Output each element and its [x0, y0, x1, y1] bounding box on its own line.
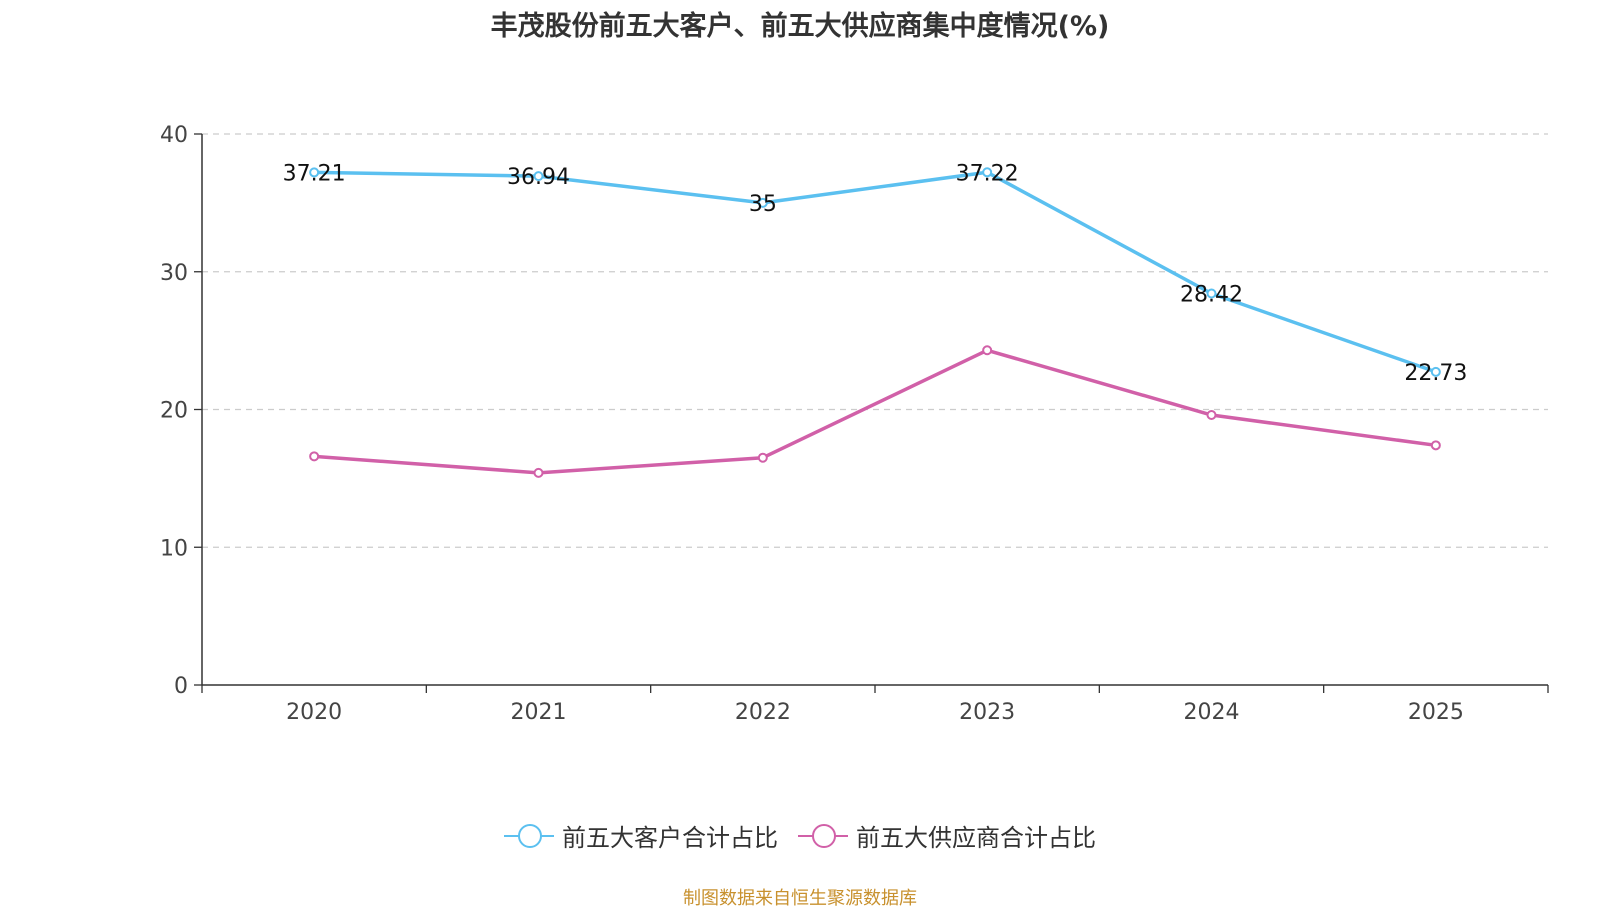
legend-label-suppliers: 前五大供应商合计占比 [856, 824, 1096, 852]
legend-label-customers: 前五大客户合计占比 [562, 824, 778, 852]
supplier-point [1206, 410, 1217, 421]
source-note: 制图数据来自恒生聚源数据库 [683, 888, 917, 909]
y-tick-label: 0 [174, 674, 188, 699]
supplier-point [982, 345, 993, 356]
legend-marker-suppliers [798, 823, 848, 849]
data-label: 36.94 [507, 165, 570, 190]
data-label: 37.21 [283, 161, 346, 186]
grid-lines [202, 133, 1548, 548]
customer-point [757, 197, 768, 208]
x-tick-label: 2025 [1408, 700, 1464, 725]
data-label: 37.22 [956, 161, 1019, 186]
series-group [309, 167, 1441, 478]
customer-point [1430, 366, 1441, 377]
y-tick-label: 30 [160, 261, 188, 286]
customer-point [309, 167, 320, 178]
y-tick-label: 40 [160, 123, 188, 148]
data-labels: 37.21 36.94 35 37.22 28.42 22.73 [283, 161, 1468, 386]
legend-marker-customers [504, 823, 554, 849]
x-tick-label: 2021 [511, 700, 567, 725]
customer-point [533, 171, 544, 182]
y-tick-label: 20 [160, 399, 188, 424]
x-tick-label: 2023 [959, 700, 1015, 725]
y-tick-label: 10 [160, 536, 188, 561]
x-tick-label: 2024 [1184, 700, 1240, 725]
customer-line [314, 170, 1437, 374]
legend-item-customers[interactable]: 前五大客户合计占比 [504, 818, 778, 853]
supplier-point [533, 467, 544, 478]
x-tick-label: 2022 [735, 700, 791, 725]
data-label: 35 [749, 192, 777, 217]
axis-ticks: 0 10 20 30 40 2020 2021 2022 2023 2024 2025 [160, 123, 1549, 725]
data-label: 28.42 [1180, 283, 1243, 308]
supplier-point [1430, 440, 1441, 451]
supplier-point [757, 452, 768, 463]
legend-item-suppliers[interactable]: 前五大供应商合计占比 [798, 818, 1096, 853]
legend: 前五大客户合计占比 前五大供应商合计占比 [0, 818, 1600, 853]
chart-title: 丰茂股份前五大客户、前五大供应商集中度情况(%) [490, 11, 1110, 42]
supplier-line [314, 348, 1437, 475]
customer-point [1206, 288, 1217, 299]
customer-point [982, 167, 993, 178]
data-label: 22.73 [1404, 361, 1467, 386]
supplier-point [309, 451, 320, 462]
x-tick-label: 2020 [286, 700, 342, 725]
